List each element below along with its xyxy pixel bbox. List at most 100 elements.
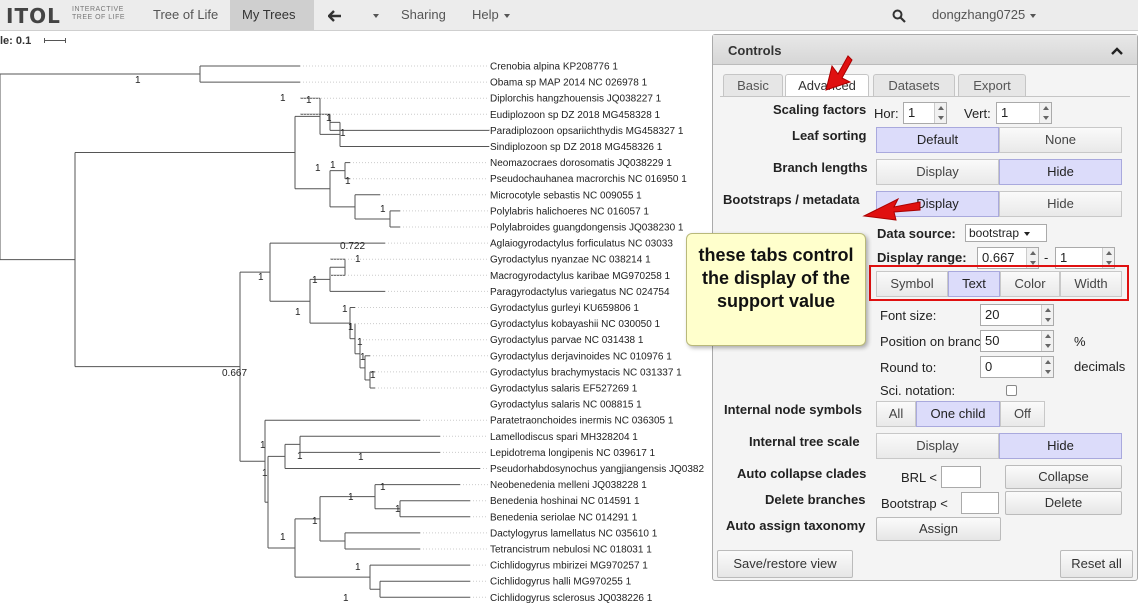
spinner-arrows-icon[interactable]: [1041, 305, 1053, 325]
leaf-label[interactable]: Pseudorhabdosynochus yangjiangensis JQ03…: [490, 464, 704, 475]
reset-all-button[interactable]: Reset all: [1060, 550, 1133, 578]
phylogenetic-tree[interactable]: 11111111110.72211111111111111111110.667C…: [0, 0, 710, 611]
branch-lengths-display-button[interactable]: Display: [876, 159, 999, 185]
spinner-arrows-icon[interactable]: [1041, 357, 1053, 377]
leaf-label[interactable]: Benedenia seriolae NC 014291 1: [490, 512, 638, 523]
leaf-label[interactable]: Cichlidogyrus sclerosus JQ038226 1: [490, 593, 653, 604]
branch-lengths-hide-button[interactable]: Hide: [999, 159, 1122, 185]
leaf-label[interactable]: Paragyrodactylus variegatus NC 024754: [490, 287, 670, 298]
leaf-label[interactable]: Lamellodiscus spari MH328204 1: [490, 432, 638, 443]
leaf-label[interactable]: Benedenia hoshinai NC 014591 1: [490, 496, 640, 507]
chevron-down-icon: [1024, 231, 1031, 236]
tab-datasets[interactable]: Datasets: [873, 74, 955, 96]
nav-sharing[interactable]: Sharing: [401, 7, 446, 22]
nav-help-menu[interactable]: Help: [460, 0, 522, 30]
font-size-input[interactable]: 20: [980, 304, 1054, 326]
support-value-label: 1: [135, 75, 141, 86]
data-source-select[interactable]: bootstrap: [965, 224, 1047, 242]
delete-button[interactable]: Delete: [1005, 491, 1122, 515]
leaf-label[interactable]: Macrogyrodactylus karibae MG970258 1: [490, 271, 671, 282]
leaf-label[interactable]: Cichlidogyrus mbirizei MG970257 1: [490, 561, 648, 572]
save-restore-view-button[interactable]: Save/restore view: [717, 550, 853, 578]
leaf-label[interactable]: Gyrodactylus kobayashii NC 030050 1: [490, 319, 661, 330]
leaf-label[interactable]: Paratetraonchoides inermis NC 036305 1: [490, 416, 674, 427]
leaf-label[interactable]: Microcotyle sebastis NC 009055 1: [490, 190, 642, 201]
subtab-width[interactable]: Width: [1060, 271, 1122, 297]
support-value-label: 1: [345, 176, 351, 187]
leaf-label[interactable]: Gyrodactylus nyanzae NC 038214 1: [490, 255, 651, 266]
leaf-label[interactable]: Gyrodactylus gurleyi KU659806 1: [490, 303, 639, 314]
spinner-arrows-icon[interactable]: [1039, 103, 1051, 123]
leaf-label[interactable]: Neomazocraes dorosomatis JQ038229 1: [490, 158, 672, 169]
support-value-label: 1: [348, 492, 354, 503]
subtab-color[interactable]: Color: [1000, 271, 1060, 297]
bootstrap-threshold-input[interactable]: [961, 492, 999, 514]
tree-scale-display-button[interactable]: Display: [876, 433, 999, 459]
leaf-label[interactable]: Dactylogyrus lamellatus NC 035610 1: [490, 528, 658, 539]
chevron-up-icon[interactable]: [1111, 46, 1123, 56]
leaf-label[interactable]: Polylabroides guangdongensis JQ038230 1: [490, 223, 684, 234]
leaf-label[interactable]: Aglaiogyrodactylus forficulatus NC 03033: [490, 239, 673, 250]
node-symbols-off-button[interactable]: Off: [1000, 401, 1045, 427]
bootstraps-display-button[interactable]: Display: [876, 191, 999, 217]
hor-scale-input[interactable]: 1: [903, 102, 947, 124]
sci-notation-checkbox[interactable]: [1006, 385, 1017, 396]
subtab-symbol[interactable]: Symbol: [876, 271, 948, 297]
leaf-label[interactable]: Pseudochauhanea macrorchis NC 016950 1: [490, 174, 687, 185]
assign-button[interactable]: Assign: [876, 517, 1001, 541]
position-on-branch-input[interactable]: 50: [980, 330, 1054, 352]
leaf-label[interactable]: Lepidotrema longipenis NC 039617 1: [490, 448, 656, 459]
tab-basic[interactable]: Basic: [723, 74, 783, 96]
support-value-label: 1: [380, 482, 386, 493]
controls-header[interactable]: Controls: [713, 35, 1137, 65]
leaf-sorting-none-button[interactable]: None: [999, 127, 1122, 153]
tab-export[interactable]: Export: [958, 74, 1026, 96]
nav-tree-of-life[interactable]: Tree of Life: [153, 7, 219, 22]
leaf-label[interactable]: Neobenedenia melleni JQ038228 1: [490, 480, 647, 491]
leaf-label[interactable]: Polylabris halichoeres NC 016057 1: [490, 206, 649, 217]
tree-scale-hide-button[interactable]: Hide: [999, 433, 1122, 459]
spinner-arrows-icon[interactable]: [1102, 248, 1114, 268]
round-to-input[interactable]: 0: [980, 356, 1054, 378]
leaf-label[interactable]: Eudiplozoon sp DZ 2018 MG458328 1: [490, 110, 661, 121]
tab-advanced[interactable]: Advanced: [785, 74, 869, 97]
node-symbols-one-child-button[interactable]: One child: [916, 401, 1000, 427]
display-range-max-input[interactable]: 1: [1055, 247, 1115, 269]
leaf-label[interactable]: Gyrodactylus salaris NC 008815 1: [490, 400, 642, 411]
leaf-sorting-label: Leaf sorting: [792, 128, 867, 143]
nav-my-trees[interactable]: My Trees: [230, 0, 314, 30]
leaf-label[interactable]: Cichlidogyrus halli MG970255 1: [490, 577, 632, 588]
left-arrow-icon: [327, 9, 341, 22]
leaf-label[interactable]: Sindiplozoon sp DZ 2018 MG458326 1: [490, 142, 663, 153]
sci-notation-label: Sci. notation:: [880, 383, 956, 398]
leaf-label[interactable]: Paradiplozoon opsariichthydis MG458327 1: [490, 126, 684, 137]
display-range-min-input[interactable]: 0.667: [977, 247, 1039, 269]
back-button[interactable]: [316, 0, 354, 30]
leaf-label[interactable]: Obama sp MAP 2014 NC 026978 1: [490, 78, 648, 89]
vert-scale-input[interactable]: 1: [996, 102, 1052, 124]
support-value-label: 1: [280, 532, 286, 543]
leaf-label[interactable]: Gyrodactylus brachymystacis NC 031337 1: [490, 367, 682, 378]
nav-help-label: Help: [472, 7, 499, 22]
spinner-arrows-icon[interactable]: [934, 103, 946, 123]
leaf-label[interactable]: Gyrodactylus derjavinoides NC 010976 1: [490, 351, 672, 362]
leaf-label[interactable]: Crenobia alpina KP208776 1: [490, 62, 618, 73]
spinner-arrows-icon[interactable]: [1041, 331, 1053, 351]
user-menu[interactable]: dongzhang0725: [920, 0, 1048, 30]
search-button[interactable]: [880, 0, 916, 30]
collapse-button[interactable]: Collapse: [1005, 465, 1122, 489]
bootstraps-hide-button[interactable]: Hide: [999, 191, 1122, 217]
spinner-arrows-icon[interactable]: [1026, 248, 1038, 268]
leaf-label[interactable]: Tetrancistrum nebulosi NC 018031 1: [490, 545, 652, 556]
brl-input[interactable]: [941, 466, 981, 488]
node-symbols-all-button[interactable]: All: [876, 401, 916, 427]
leaf-label[interactable]: Gyrodactylus parvae NC 031438 1: [490, 335, 644, 346]
leaf-sorting-default-button[interactable]: Default: [876, 127, 999, 153]
leaf-label[interactable]: Diplorchis hangzhouensis JQ038227 1: [490, 94, 662, 105]
leaf-label[interactable]: Gyrodactylus salaris EF527269 1: [490, 384, 638, 395]
callout-text: these tabs control the display of the su…: [698, 245, 854, 311]
subtab-text[interactable]: Text: [948, 271, 1000, 297]
history-dropdown[interactable]: [356, 0, 384, 30]
support-value-label: 1: [370, 370, 376, 381]
